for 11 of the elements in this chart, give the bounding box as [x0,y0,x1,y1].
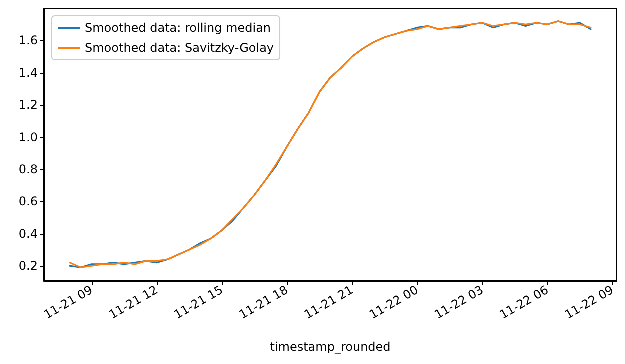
y-tick-label: 1.4 [18,66,38,80]
y-tick-label: 0.6 [18,194,38,209]
y-tick-label: 1.2 [18,98,38,112]
y-tick-label: 0.4 [18,226,38,241]
x-axis-title: timestamp_rounded [270,340,391,354]
legend-label: Smoothed data: rolling median [85,21,272,35]
y-tick-label: 0.2 [18,259,38,274]
legend-label: Smoothed data: Savitzky-Golay [85,41,274,55]
y-tick-label: 0.8 [18,162,38,176]
y-tick-label: 1.0 [18,130,38,144]
y-tick-label: 1.6 [18,34,38,48]
